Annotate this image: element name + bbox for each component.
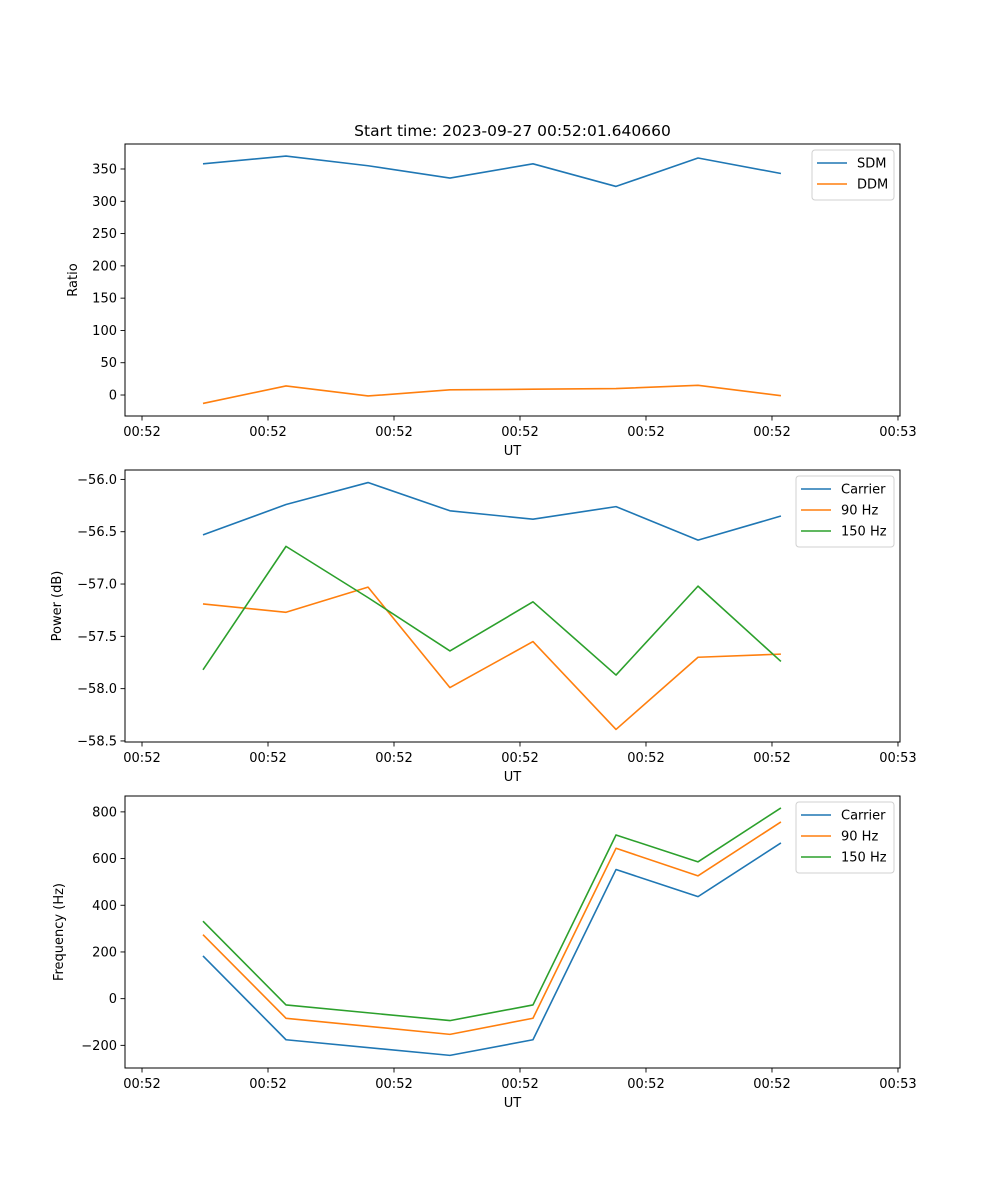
x-axis-label: UT [504, 1096, 522, 1111]
x-tick-label: 00:52 [249, 425, 286, 440]
x-tick-label: 00:52 [501, 1077, 538, 1092]
x-tick-label: 00:52 [501, 751, 538, 766]
legend-label: SDM [857, 157, 886, 172]
x-axis-label: UT [504, 770, 522, 785]
legend-label: 90 Hz [841, 504, 878, 519]
x-tick-label: 00:52 [627, 751, 664, 766]
y-axis-label: Ratio [66, 263, 81, 296]
ratio-panel: 00:52 00:52 00:52 00:52 00:52 00:52 00:53 UT 0 50… [66, 143, 917, 459]
legend-box [795, 475, 895, 548]
x-tick-label: 00:52 [627, 425, 664, 440]
legend-label: 90 Hz [841, 830, 878, 845]
y-tick-label: −200 [81, 1039, 117, 1054]
legend: Carrier 90 Hz 150 Hz [795, 475, 895, 548]
y-tick-label: −57.0 [77, 578, 117, 593]
x-tick-label: 00:52 [123, 1077, 160, 1092]
series-line-150-hz [202, 545, 782, 676]
y-axis-label: Power (dB) [50, 571, 65, 642]
series-line-sdm [202, 155, 782, 188]
y-tick-label: 200 [92, 259, 117, 274]
y-tick-label: −56.5 [77, 525, 117, 540]
legend-label: Carrier [841, 483, 886, 498]
legend: SDM DDM [811, 149, 895, 201]
y-tick-label: 0 [109, 992, 117, 1007]
x-tick-label: 00:52 [753, 425, 790, 440]
series-line-ddm [202, 384, 782, 405]
subplots: 00:52 00:52 00:52 00:52 00:52 00:52 00:53 UT 0 50… [50, 143, 917, 1111]
figure-title: Start time: 2023-09-27 00:52:01.640660 [354, 122, 671, 140]
legend-label: DDM [857, 178, 888, 193]
x-tick-label: 00:52 [375, 751, 412, 766]
y-tick-label: −58.5 [77, 734, 117, 749]
series-line-carrier [202, 481, 782, 541]
axes-frame [124, 469, 901, 743]
legend-box [795, 801, 895, 874]
x-tick-label: 00:52 [249, 1077, 286, 1092]
x-tick-label: 00:52 [753, 1077, 790, 1092]
y-tick-label: 800 [92, 805, 117, 820]
y-tick-label: 50 [100, 356, 117, 371]
y-tick-label: 250 [92, 227, 117, 242]
legend-label: 150 Hz [841, 525, 887, 540]
x-tick-label: 00:52 [375, 425, 412, 440]
legend-label: Carrier [841, 809, 886, 824]
y-tick-label: 600 [92, 852, 117, 867]
x-tick-label: 00:52 [627, 1077, 664, 1092]
legend: Carrier 90 Hz 150 Hz [795, 801, 895, 874]
y-tick-label: −57.5 [77, 630, 117, 645]
frequency-panel: 00:52 00:52 00:52 00:52 00:52 00:52 00:53 UT −20… [52, 795, 917, 1111]
x-tick-label: 00:52 [501, 425, 538, 440]
y-tick-label: −58.0 [77, 682, 117, 697]
x-tick-label: 00:52 [375, 1077, 412, 1092]
axes-frame [124, 795, 901, 1069]
x-tick-label: 00:52 [249, 751, 286, 766]
x-tick-label: 00:52 [123, 425, 160, 440]
x-tick-label: 00:52 [753, 751, 790, 766]
legend-label: 150 Hz [841, 851, 887, 866]
y-tick-label: 400 [92, 899, 117, 914]
y-tick-label: −56.0 [77, 473, 117, 488]
y-tick-label: 350 [92, 162, 117, 177]
x-tick-label: 00:53 [879, 751, 916, 766]
y-tick-label: 300 [92, 195, 117, 210]
y-tick-label: 200 [92, 945, 117, 960]
x-axis-label: UT [504, 444, 522, 459]
series-line-90-hz [202, 586, 781, 731]
x-tick-label: 00:53 [879, 425, 916, 440]
y-tick-label: 0 [109, 389, 117, 404]
x-tick-label: 00:52 [123, 751, 160, 766]
y-tick-label: 100 [92, 324, 117, 339]
y-tick-label: 150 [92, 292, 117, 307]
x-tick-label: 00:53 [879, 1077, 916, 1092]
power-panel: 00:52 00:52 00:52 00:52 00:52 00:52 00:53 UT −58… [50, 469, 917, 785]
axes-frame [124, 143, 901, 417]
y-axis-label: Frequency (Hz) [52, 883, 67, 981]
